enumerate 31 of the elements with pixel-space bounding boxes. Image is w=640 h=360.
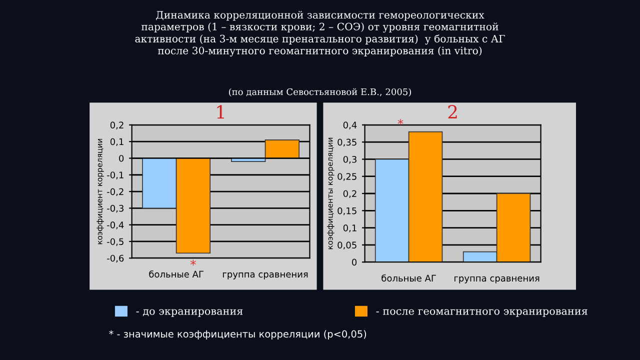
y-tick-label: 0,3: [343, 156, 356, 164]
x-tick-label: группа сравнения: [222, 272, 308, 280]
y-tick-label: 0,2: [343, 190, 356, 198]
chart-subtitle: (по данным Севостьяновой Е.В., 2005): [229, 88, 411, 96]
chart-title: Динамика корреляционной зависимости гемореологических параметров (1 – вязкости крови; 2 – СОЭ) от уровня геомагнитной активности (на 3-м месяце пренатального развития) у больных с АГ после 30-минутного геомагнитного экранирования (in vitro): [135, 10, 505, 56]
y-tick-label: -0,3: [107, 204, 124, 213]
y-tick-label: -0,2: [107, 188, 124, 196]
y-tick-label: 0,35: [338, 138, 356, 147]
x-tick-label: больные АГ: [382, 274, 436, 282]
y-tick-label: 0,1: [343, 224, 356, 232]
annotation: *: [398, 119, 404, 125]
y-tick-label: 0,15: [338, 207, 356, 216]
legend-label: - до экранирования: [136, 309, 243, 317]
y-tick-label: -0,5: [107, 238, 124, 246]
x-tick-label: больные АГ: [149, 270, 204, 278]
text: * - значимые коэффициенты корреляции (p<0,05): [109, 330, 366, 340]
y-tick-label: 0,4: [343, 122, 357, 130]
y-tick-label: 0,25: [338, 173, 356, 181]
y-tick-label: -0,4: [107, 222, 124, 230]
y-tick-label: 0,1: [110, 138, 124, 146]
y-tick-label: 0: [352, 258, 357, 266]
y-tick-label: -0,1: [107, 172, 124, 180]
text: 1: [217, 105, 224, 118]
y-tick-label: -0,6: [107, 254, 124, 263]
text: 2: [448, 105, 457, 118]
y-tick-label: 0,05: [338, 242, 356, 250]
legend-label: - после геомагнитного экранирования: [376, 309, 588, 317]
y-tick-label: 0,2: [110, 122, 124, 130]
y-tick-label: 0: [119, 154, 124, 162]
x-tick-label: группа сравнения: [454, 276, 540, 284]
annotation: *: [190, 260, 196, 266]
